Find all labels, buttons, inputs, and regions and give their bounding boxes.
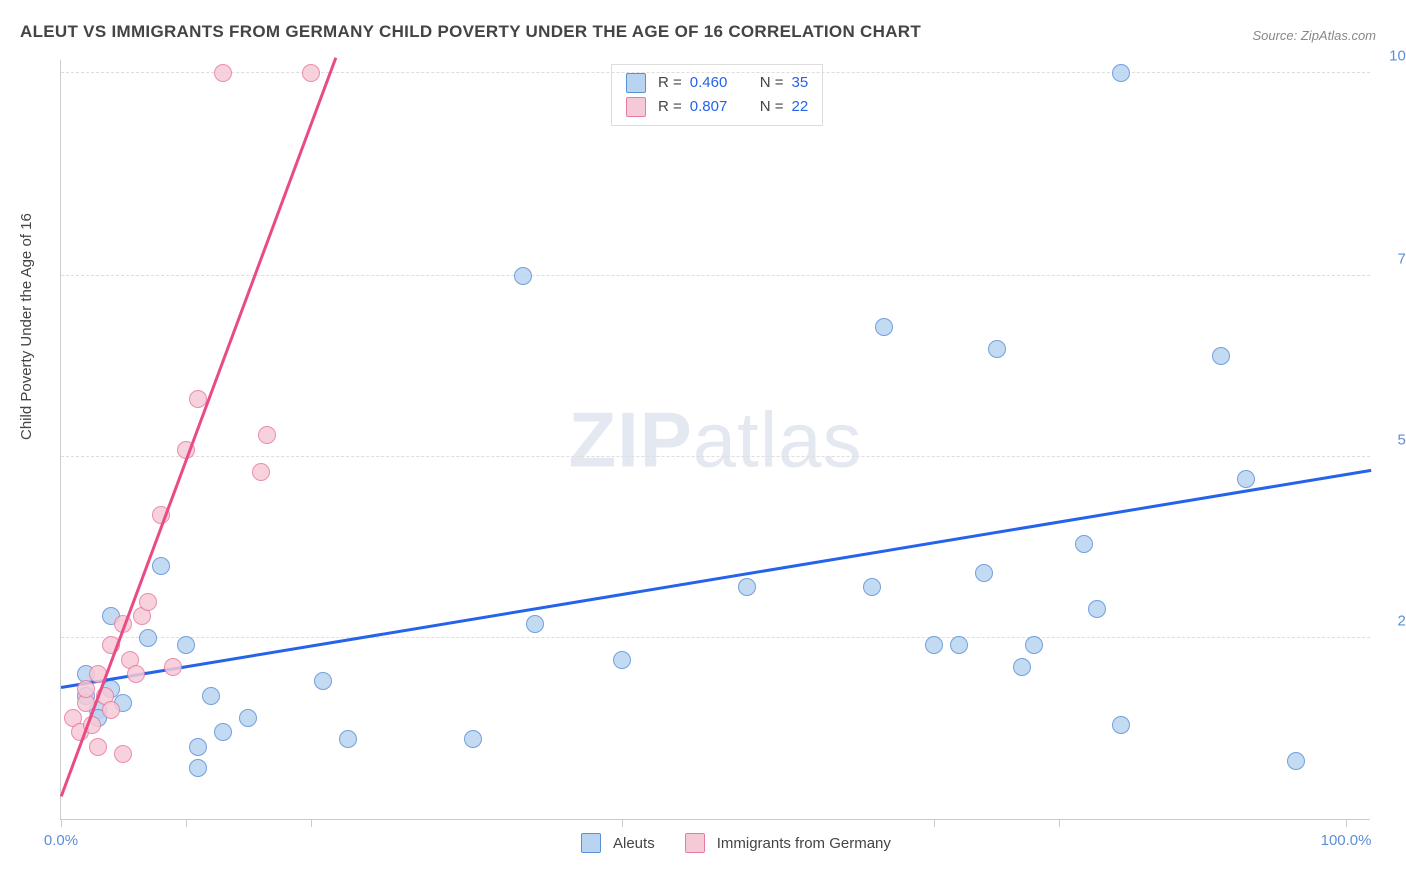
data-point xyxy=(177,636,195,654)
trend-line xyxy=(61,469,1371,689)
data-point xyxy=(139,629,157,647)
data-point xyxy=(613,651,631,669)
data-point xyxy=(89,738,107,756)
data-point xyxy=(164,658,182,676)
x-tick xyxy=(186,819,187,827)
data-point xyxy=(988,340,1006,358)
y-tick-label: 75.0% xyxy=(1380,251,1406,268)
n-value: 35 xyxy=(792,71,809,95)
data-point xyxy=(114,745,132,763)
data-point xyxy=(302,64,320,82)
data-point xyxy=(875,318,893,336)
legend-series: Aleuts Immigrants from Germany xyxy=(581,833,909,853)
data-point xyxy=(526,615,544,633)
x-tick xyxy=(934,819,935,827)
data-point xyxy=(1237,470,1255,488)
gridline xyxy=(61,456,1370,457)
x-tick xyxy=(1346,819,1347,827)
data-point xyxy=(1025,636,1043,654)
n-label: N = xyxy=(760,71,784,95)
data-point xyxy=(925,636,943,654)
r-label: R = xyxy=(658,95,682,119)
legend-swatch xyxy=(581,833,601,853)
data-point xyxy=(950,636,968,654)
data-point xyxy=(514,267,532,285)
data-point xyxy=(1088,600,1106,618)
source-label: Source: ZipAtlas.com xyxy=(1252,28,1376,43)
y-tick-label: 50.0% xyxy=(1380,432,1406,449)
data-point xyxy=(189,759,207,777)
data-point xyxy=(1287,752,1305,770)
data-point xyxy=(77,680,95,698)
n-label: N = xyxy=(760,95,784,119)
y-axis-label: Child Poverty Under the Age of 16 xyxy=(18,213,35,440)
gridline xyxy=(61,637,1370,638)
x-tick-label: 0.0% xyxy=(44,832,78,849)
data-point xyxy=(863,578,881,596)
y-tick-label: 100.0% xyxy=(1380,48,1406,65)
x-tick xyxy=(311,819,312,827)
legend-label: Immigrants from Germany xyxy=(717,835,891,852)
x-tick-label: 100.0% xyxy=(1321,832,1372,849)
legend-stats-row: R = 0.807 N = 22 xyxy=(626,95,808,119)
watermark: ZIPatlas xyxy=(568,394,862,485)
x-tick xyxy=(61,819,62,827)
watermark-bold: ZIP xyxy=(568,395,692,483)
chart-title: ALEUT VS IMMIGRANTS FROM GERMANY CHILD P… xyxy=(20,22,921,42)
data-point xyxy=(239,709,257,727)
legend-stats-row: R = 0.460 N = 35 xyxy=(626,71,808,95)
gridline xyxy=(61,275,1370,276)
data-point xyxy=(127,665,145,683)
trend-line xyxy=(60,57,337,796)
data-point xyxy=(314,672,332,690)
legend-label: Aleuts xyxy=(613,835,655,852)
data-point xyxy=(975,564,993,582)
gridline xyxy=(61,72,1370,73)
data-point xyxy=(339,730,357,748)
data-point xyxy=(1112,716,1130,734)
y-tick-label: 25.0% xyxy=(1380,613,1406,630)
data-point xyxy=(139,593,157,611)
data-point xyxy=(214,64,232,82)
data-point xyxy=(1075,535,1093,553)
legend-swatch xyxy=(626,97,646,117)
n-value: 22 xyxy=(792,95,809,119)
data-point xyxy=(738,578,756,596)
plot-area: ZIPatlas R =0.460N =35R =0.807N =22 Aleu… xyxy=(60,60,1370,820)
data-point xyxy=(252,463,270,481)
data-point xyxy=(102,701,120,719)
data-point xyxy=(202,687,220,705)
x-tick xyxy=(1059,819,1060,827)
data-point xyxy=(1013,658,1031,676)
data-point xyxy=(258,426,276,444)
data-point xyxy=(189,738,207,756)
data-point xyxy=(214,723,232,741)
r-value: 0.460 xyxy=(690,71,740,95)
r-value: 0.807 xyxy=(690,95,740,119)
data-point xyxy=(1112,64,1130,82)
data-point xyxy=(1212,347,1230,365)
x-tick xyxy=(622,819,623,827)
data-point xyxy=(152,557,170,575)
data-point xyxy=(464,730,482,748)
legend-swatch xyxy=(685,833,705,853)
watermark-rest: atlas xyxy=(693,395,863,483)
legend-swatch xyxy=(626,73,646,93)
r-label: R = xyxy=(658,71,682,95)
